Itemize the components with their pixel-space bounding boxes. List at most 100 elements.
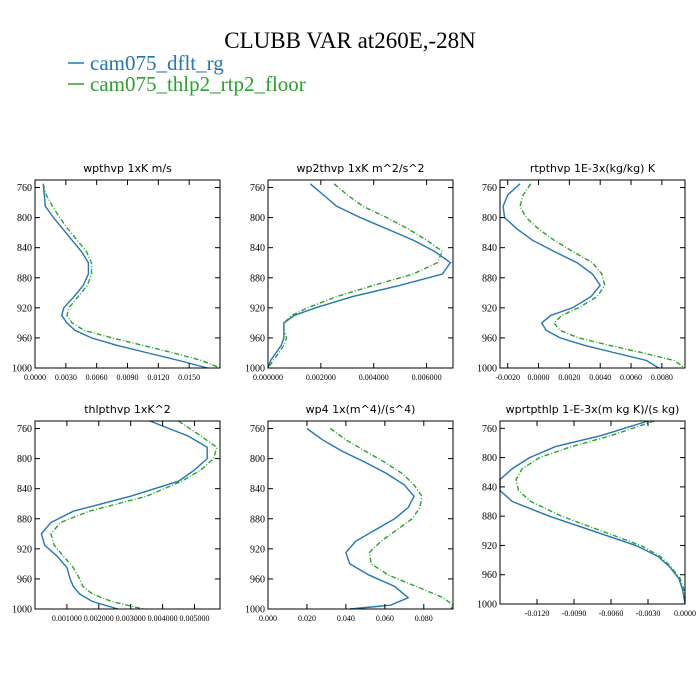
series-line-1 (499, 420, 686, 605)
series-line-1 (42, 183, 208, 369)
plot-frame (267, 420, 454, 610)
y-tick-label: 760 (17, 424, 32, 435)
x-tick-label: 0.080 (415, 614, 433, 623)
series-line-2 (267, 183, 444, 369)
series-line-1 (306, 427, 415, 610)
x-tick-label: 0.001000 (52, 614, 82, 623)
plot-frame (499, 420, 686, 605)
legend-label-2: cam075_thlp2_rtp2_floor (90, 72, 306, 96)
y-tick-label: 840 (17, 243, 32, 254)
y-tick-label: 880 (482, 273, 497, 284)
y-tick-label: 840 (482, 482, 497, 493)
x-tick-label: 0.002000 (306, 373, 336, 382)
x-tick-label: 0.0000 (24, 373, 46, 382)
plot-frame (34, 179, 221, 369)
y-tick-label: 800 (17, 454, 32, 465)
y-tick-label: 960 (17, 574, 32, 585)
y-tick-label: 920 (250, 303, 265, 314)
y-tick-label: 840 (250, 243, 265, 254)
panel-4: thlpthvp 1xK^2 760 800 840 880 920 960 1000 0.00… (12, 403, 221, 623)
plot-frame (34, 420, 221, 610)
panel-title: wp4 1x(m^4)/(s^4) (306, 403, 416, 416)
y-tick-label: 800 (17, 213, 32, 224)
panel-title: wprtpthlp 1-E-3x(m kg K)/(s kg) (506, 403, 680, 416)
y-tick-label: 920 (17, 303, 32, 314)
series-line-2 (50, 420, 218, 610)
panel-title: wpthvp 1xK m/s (83, 162, 172, 175)
x-tick-label: 0.002000 (84, 614, 114, 623)
x-tick-label: -0.0030 (636, 609, 661, 618)
y-tick-label: 1000 (245, 605, 265, 616)
y-tick-label: 1000 (477, 600, 497, 611)
x-tick-label: 0.004000 (359, 373, 389, 382)
y-tick-label: 760 (250, 424, 265, 435)
y-tick-label: 840 (250, 484, 265, 495)
y-tick-label: 880 (17, 514, 32, 525)
panel-3: rtpthvp 1E-3x(kg/kg) K 760 800 840 880 920 960… (477, 162, 686, 382)
y-tick-label: 760 (482, 424, 497, 435)
x-tick-label: 0.0000 (674, 609, 696, 618)
x-tick-label: 0.0080 (651, 373, 673, 382)
y-tick-label: 960 (482, 333, 497, 344)
y-tick-label: 840 (482, 243, 497, 254)
x-tick-label: 0.060 (376, 614, 394, 623)
x-tick-label: 0.0120 (147, 373, 169, 382)
x-tick-label: 0.005000 (179, 614, 209, 623)
panel-1: wpthvp 1xK m/s76080084088092096010000.00… (12, 162, 221, 382)
x-tick-label: -0.0120 (525, 609, 550, 618)
panel-5: wp4 1x(m^4)/(s^4)76080084088092096010000… (245, 403, 454, 623)
x-tick-label: 0.0150 (178, 373, 200, 382)
x-tick-label: 0.0000 (528, 373, 550, 382)
y-tick-label: 800 (482, 213, 497, 224)
plot-frame (499, 179, 686, 369)
series-line-2 (42, 183, 221, 369)
y-tick-label: 1000 (245, 364, 265, 375)
x-tick-label: 0.0090 (117, 373, 139, 382)
x-tick-label: -0.0060 (599, 609, 624, 618)
x-tick-label: 0.020 (298, 614, 316, 623)
legend: cam075_dflt_rg cam075_thlp2_rtp2_floor (68, 51, 306, 96)
y-tick-label: 800 (482, 453, 497, 464)
y-tick-label: 880 (250, 514, 265, 525)
legend-label-1: cam075_dflt_rg (90, 51, 224, 75)
y-tick-label: 760 (482, 183, 497, 194)
panels: wpthvp 1xK m/s76080084088092096010000.00… (12, 162, 696, 623)
x-tick-label: 0.006000 (412, 373, 442, 382)
x-tick-label: 0.000000 (253, 373, 283, 382)
x-tick-label: 0.0060 (620, 373, 642, 382)
x-tick-label: 0.003000 (116, 614, 146, 623)
y-tick-label: 920 (482, 541, 497, 552)
panel-6: wprtpthlp 1-E-3x(m kg K)/(s kg) 760 800 840… (477, 403, 696, 618)
x-tick-label: -0.0090 (562, 609, 587, 618)
x-tick-label: 0.0040 (589, 373, 611, 382)
y-tick-label: 880 (482, 512, 497, 523)
panel-title: thlpthvp 1xK^2 (84, 403, 171, 416)
y-tick-label: 760 (17, 183, 32, 194)
y-tick-label: 960 (482, 570, 497, 581)
y-tick-label: 920 (17, 544, 32, 555)
y-tick-label: 960 (250, 333, 265, 344)
series-line-1 (40, 420, 208, 610)
y-tick-label: 920 (482, 303, 497, 314)
x-tick-label: 0.040 (337, 614, 355, 623)
y-tick-label: 800 (250, 213, 265, 224)
y-tick-label: 1000 (477, 364, 497, 375)
x-tick-label: -0.0020 (495, 373, 520, 382)
y-tick-label: 1000 (12, 605, 32, 616)
figure-title: CLUBB VAR at260E,-28N (224, 28, 476, 53)
panel-title: wp2thvp 1xK m^2/s^2 (296, 162, 424, 175)
series-line-2 (329, 427, 454, 610)
x-tick-label: 0.0030 (55, 373, 77, 382)
y-tick-label: 960 (250, 574, 265, 585)
x-tick-label: 0.000 (259, 614, 277, 623)
series-line-1 (502, 183, 660, 369)
y-tick-label: 880 (250, 273, 265, 284)
x-tick-label: 0.0060 (86, 373, 108, 382)
plot-frame (267, 179, 454, 369)
panel-2: wp2thvp 1xK m^2/s^2 760 800 840 880 920 960 100… (245, 162, 454, 382)
y-tick-label: 840 (17, 484, 32, 495)
x-tick-label: 0.0020 (558, 373, 580, 382)
panel-title: rtpthvp 1E-3x(kg/kg) K (530, 162, 656, 175)
y-tick-label: 760 (250, 183, 265, 194)
